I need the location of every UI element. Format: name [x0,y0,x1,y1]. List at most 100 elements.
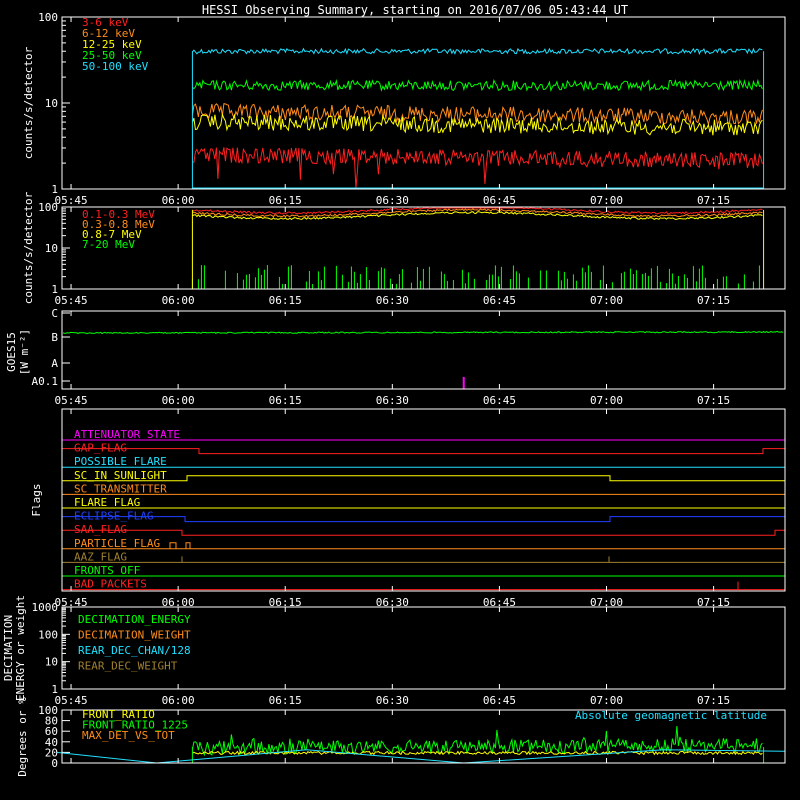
goes-ytick-label: A0.1 [32,375,59,388]
flags-xtick-label: 06:30 [376,596,409,609]
flags-xtick-label: 05:45 [54,596,87,609]
flags-ylabel: Flags [30,483,43,516]
gamma-xtick-label: 07:00 [590,294,623,307]
gamma-xtick-label: 06:45 [483,294,516,307]
count-rate-series-0 [192,47,763,55]
gamma-legend-item: 0.3-0.8 MeV [82,218,155,231]
gamma-ytick-label: 10 [45,242,58,255]
gamma-xtick-label: 06:30 [376,294,409,307]
decimation-ylabel: DECIMATION [2,615,15,681]
chart-title: HESSI Observing Summary, starting on 201… [202,3,628,17]
gamma-series-0 [192,207,763,215]
gamma-legend-item: 0.1-0.3 MeV [82,208,155,221]
flag-label-7: SAA_FLAG [74,523,127,536]
flag-label-6: ECLIPSE_FLAG [74,510,153,523]
count-rate-ytick-label: 10 [45,97,58,110]
flag-line-7 [62,529,785,536]
count-rate-series-4 [192,147,763,189]
front-ratio-1225-series [191,726,763,757]
flag-label-4: SC_TRANSMITTER [74,482,167,495]
decimation-xtick-label: 06:00 [162,694,195,707]
goes-xtick-label: 07:15 [697,394,730,407]
flags-xtick-label: 07:15 [697,596,730,609]
gamma-xtick-label: 07:15 [697,294,730,307]
count-rate-series-3 [191,112,763,136]
particle-flag-pulses [169,542,191,549]
ratio-ytick-label: 60 [45,725,58,738]
goes-ytick-label: A [51,357,58,370]
gamma-ylabel: counts/s/detector [22,191,35,304]
goes-xtick-label: 06:00 [162,394,195,407]
flag-label-8: PARTICLE_FLAG [74,537,160,550]
count-rate-ylabel: counts/s/detector [22,46,35,159]
goes-ylabel: GOES15 [5,332,18,372]
count-rate-xtick-label: 06:30 [376,194,409,207]
flag-label-3: SC_IN_SUNLIGHT [74,469,167,482]
goes-ylabel-units: [W m⁻²] [18,329,31,375]
ratio-ytick-label: 20 [45,746,58,759]
goes-ytick-label: B [51,331,58,344]
decimation-legend-item: REAR_DEC_WEIGHT [78,660,178,673]
flag-label-11: BAD_PACKETS [74,578,147,591]
gamma-xtick-label: 06:00 [162,294,195,307]
ratio-legend-item: MAX_DET_VS_TOT [82,729,175,742]
front-ratio-series [192,750,763,756]
count-rate-xtick-label: 06:15 [269,194,302,207]
decimation-legend-item: REAR_DEC_CHAN/128 [78,644,191,657]
count-rate-legend-item: 3-6 keV [82,16,129,29]
flag-line-6 [62,516,785,523]
gamma-xtick-label: 06:15 [269,294,302,307]
ratio-legend-item: FRONT_RATIO [82,708,155,721]
flag-label-2: POSSIBLE_FLARE [74,455,167,468]
decimation-legend-item: DECIMATION_ENERGY [78,613,191,626]
decimation-xtick-label: 05:45 [54,694,87,707]
ratio-panel-frame [61,709,786,764]
flag-line-1 [62,448,785,455]
count-rate-xtick-label: 05:45 [54,194,87,207]
ratio-ytick-label: 40 [45,736,58,749]
decimation-ytick-label: 100 [38,628,58,641]
gamma-legend-item: 0.8-7 MeV [82,228,142,241]
decimation-xtick-label: 06:45 [483,694,516,707]
goes-xtick-label: 05:45 [54,394,87,407]
count-rate-series-2 [191,103,763,127]
goes-xtick-label: 07:00 [590,394,623,407]
flags-xtick-label: 06:00 [162,596,195,609]
decimation-xtick-label: 06:30 [376,694,409,707]
count-rate-xtick-label: 06:45 [483,194,516,207]
gamma-ytick-label: 100 [38,201,58,214]
count-rate-series-1 [192,78,763,93]
decimation-ylabel2: ENERGY or weight [14,595,27,701]
goes-xtick-label: 06:30 [376,394,409,407]
flag-label-10: FRONTS_OFF [74,564,140,577]
flag-label-5: FLARE_FLAG [74,496,140,509]
goes-ytick-label: C [51,307,58,320]
flag-label-9: AAZ_FLAG [74,550,127,563]
decimation-legend-item: DECIMATION_WEIGHT [78,629,191,642]
decimation-ytick-label: 1 [51,683,58,696]
decimation-xtick-label: 07:15 [697,694,730,707]
count-rate-legend-item: 25-50 keV [82,49,142,62]
flags-xtick-label: 06:45 [483,596,516,609]
ratio-ytick-label: 0 [51,757,58,770]
gamma-legend-item: 7-20 MeV [82,238,135,251]
ratio-ytick-label: 80 [45,715,58,728]
flag-line-3 [62,475,785,482]
flags-xtick-label: 06:15 [269,596,302,609]
ratio-legend-item: FRONT_RATIO_1225 [82,719,188,732]
gamma-ytick-label: 1 [51,283,58,296]
flag-label-1: GAP_FLAG [74,442,127,455]
ratio-ylabel: Degrees or % [16,697,29,777]
goes-panel-frame [61,310,786,390]
decimation-ytick-label: 1000 [32,601,59,614]
count-rate-legend-item: 12-25 keV [82,38,142,51]
count-rate-legend-item: 6-12 keV [82,27,135,40]
decimation-xtick-label: 06:15 [269,694,302,707]
decimation-xtick-label: 07:00 [590,694,623,707]
gamma-series-1 [192,208,763,218]
goes-xtick-label: 06:45 [483,394,516,407]
count-rate-legend-item: 50-100 keV [82,60,149,73]
flag-label-0: ATTENUATOR_STATE [74,428,180,441]
flags-xtick-label: 07:00 [590,596,623,609]
